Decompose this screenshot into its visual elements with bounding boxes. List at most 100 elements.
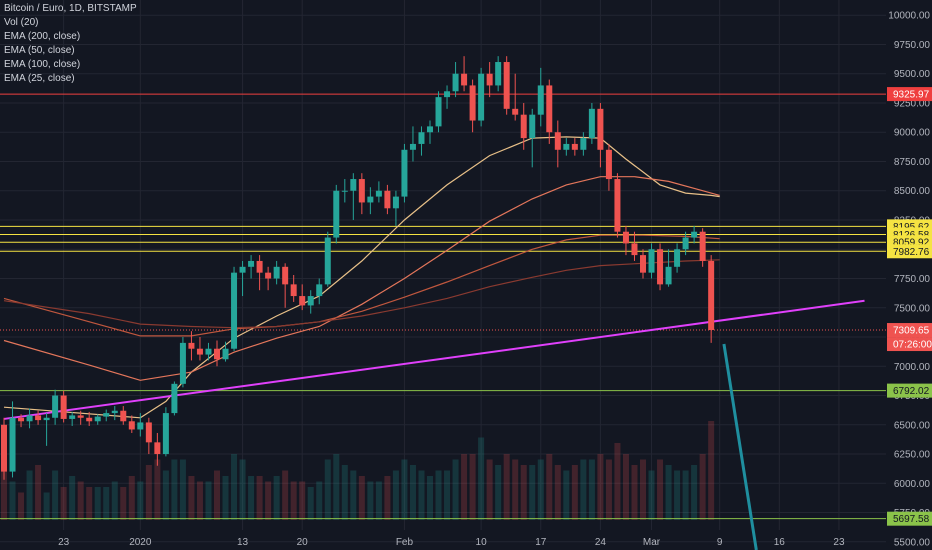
- candle-body: [469, 85, 476, 121]
- symbol-title[interactable]: Bitcoin / Euro, 1D, BITSTAMP: [4, 3, 137, 14]
- candle-body: [290, 284, 297, 297]
- candle-body: [631, 243, 638, 256]
- volume-bar: [145, 465, 152, 520]
- candle-body: [35, 415, 42, 421]
- volume-bar: [52, 470, 59, 520]
- volume-bar: [605, 459, 612, 520]
- candle-body: [86, 417, 93, 422]
- volume-bar: [657, 459, 664, 520]
- indicator-ema-100[interactable]: EMA (100, close): [4, 59, 81, 70]
- volume-bar: [94, 487, 101, 520]
- volume-bar: [461, 454, 468, 520]
- candle-body: [554, 132, 561, 150]
- candle-body: [537, 85, 544, 115]
- candle-body: [196, 348, 203, 355]
- candle-body: [316, 284, 323, 297]
- x-tick-label: 17: [535, 537, 547, 548]
- candle-body: [384, 190, 391, 209]
- x-tick-label: 23: [58, 537, 70, 548]
- candle-body: [256, 260, 263, 273]
- volume-bar: [188, 476, 195, 520]
- price-axis: 5500.005750.006000.006250.006500.006750.…: [886, 0, 932, 550]
- volume-bar: [86, 487, 93, 520]
- support-trendline: [3, 299, 865, 420]
- volume-bar: [333, 454, 340, 520]
- volume-bar: [171, 459, 178, 520]
- indicator-ema-200[interactable]: EMA (200, close): [4, 31, 81, 42]
- candle-body: [503, 62, 510, 109]
- candle-body: [367, 196, 374, 203]
- candle-body: [1, 424, 7, 472]
- volume-bar: [120, 487, 127, 520]
- candle-body: [392, 196, 399, 209]
- trend-lines: [3, 299, 865, 550]
- volume-bar: [622, 454, 629, 520]
- price-tags: 8195.628126.588059.927982.769325.976792.…: [887, 87, 932, 526]
- volume-bar: [307, 487, 314, 520]
- candle-body: [77, 415, 84, 418]
- candle-body: [307, 296, 314, 306]
- x-tick-label: Mar: [643, 537, 661, 548]
- volume-bar: [239, 459, 246, 520]
- y-tick-label: 9500.00: [894, 69, 931, 80]
- candle-body: [461, 73, 468, 86]
- volume-bar: [537, 459, 544, 520]
- volume-bar: [358, 476, 365, 520]
- ema200-line: [3, 259, 720, 329]
- candle-body: [512, 108, 519, 115]
- volume-bar: [665, 465, 672, 520]
- candle-body: [520, 114, 527, 139]
- y-tick-label: 6500.00: [894, 420, 931, 431]
- candle-body: [324, 237, 331, 285]
- volume-bar: [682, 470, 689, 520]
- candle-body: [648, 249, 655, 273]
- y-tick-label: 6250.00: [894, 450, 931, 461]
- candle-body: [665, 266, 672, 285]
- x-tick-label: 20: [297, 537, 309, 548]
- level-tag: 8059.92: [893, 238, 930, 249]
- volume-bar: [299, 481, 306, 520]
- volume-bar: [708, 421, 715, 520]
- candle-body: [282, 266, 289, 285]
- candle-body: [605, 149, 612, 180]
- volume-bar: [384, 476, 391, 520]
- x-tick-label: 16: [774, 537, 786, 548]
- candle-body: [375, 190, 382, 197]
- candle-body: [597, 108, 604, 150]
- indicator-vol[interactable]: Vol (20): [4, 17, 39, 28]
- candle-body: [571, 143, 578, 150]
- volume-bar: [427, 476, 433, 520]
- y-tick-label: 7000.00: [894, 362, 931, 373]
- volume-bar: [444, 470, 451, 520]
- candle-body: [9, 417, 16, 472]
- volume-bar: [563, 470, 570, 520]
- candle-body: [674, 249, 681, 267]
- candle-body: [563, 143, 570, 150]
- volume-bar: [640, 459, 646, 520]
- y-tick-label: 9750.00: [894, 40, 931, 51]
- volume-bar: [375, 481, 382, 520]
- volume-bar: [222, 476, 229, 520]
- volume-bar: [1, 459, 7, 520]
- x-tick-label: 23: [833, 537, 845, 548]
- volume-bar: [674, 470, 681, 520]
- x-tick-label: 2020: [129, 537, 152, 548]
- level-tag: 6792.02: [893, 386, 930, 397]
- level-tag: 5697.58: [893, 514, 930, 525]
- candle-body: [179, 342, 186, 384]
- volume-bar: [35, 465, 42, 520]
- candle-body: [350, 179, 357, 191]
- indicator-ema-50[interactable]: EMA (50, close): [4, 45, 75, 56]
- indicator-ema-25[interactable]: EMA (25, close): [4, 73, 75, 84]
- candle-body: [444, 91, 451, 98]
- volume-bar: [256, 476, 263, 520]
- volume-bar: [162, 470, 169, 520]
- y-tick-label: 7750.00: [894, 274, 931, 285]
- volume-bar: [469, 454, 476, 520]
- volume-bar: [273, 476, 280, 520]
- y-tick-label: 10000.00: [888, 11, 930, 22]
- candle-body: [452, 73, 459, 92]
- volume-bar: [265, 481, 272, 520]
- candle-body: [188, 342, 195, 349]
